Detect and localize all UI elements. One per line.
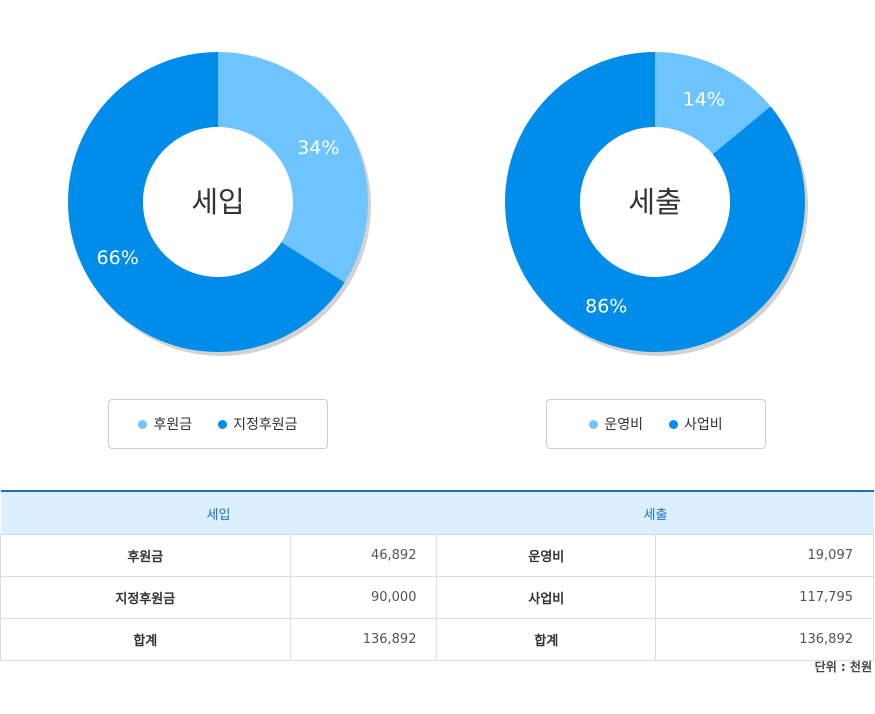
legend-label: 운영비 — [604, 417, 643, 433]
donut-svg: 34% 66% 세입 — [68, 52, 371, 356]
expense-item-label: 사업비 — [436, 576, 657, 619]
legend-swatch-light — [138, 419, 148, 429]
donut-hole — [143, 127, 293, 277]
legend-label: 사업비 — [684, 417, 723, 433]
expense-header: 세출 — [436, 490, 874, 535]
legend-item-operating-costs: 운영비 — [589, 414, 643, 434]
table-row: 합계 136,892 합계 136,892 — [0, 618, 874, 661]
donut-center-title: 세입 — [191, 185, 244, 219]
donut-center-title: 세출 — [628, 185, 681, 219]
legend-item-donations: 후원금 — [138, 414, 192, 434]
income-item-label: 지정후원금 — [0, 576, 291, 619]
expense-total-value: 136,892 — [655, 618, 874, 661]
income-total-label: 합계 — [0, 618, 291, 661]
unit-note: 단위 : 천원 — [814, 660, 872, 674]
income-donut-chart: 34% 66% 세입 — [60, 0, 380, 380]
donut-slice-dark — [68, 52, 345, 352]
donut-percent-label: 66% — [97, 247, 139, 269]
expense-item-label: 운영비 — [436, 534, 657, 577]
donut-hole — [580, 127, 730, 277]
donut-svg: 14% 86% 세출 — [505, 52, 808, 356]
income-header: 세입 — [0, 490, 437, 535]
legend-item-project-costs: 사업비 — [669, 414, 723, 434]
expense-legend: 운영비 사업비 — [546, 399, 766, 449]
legend-item-designated-donations: 지정후원금 — [218, 414, 298, 434]
expense-item-value: 19,097 — [655, 534, 874, 577]
income-item-value: 46,892 — [289, 534, 438, 577]
table-row: 후원금 46,892 운영비 19,097 — [0, 534, 874, 577]
legend-swatch-dark — [218, 419, 228, 429]
legend-label: 후원금 — [153, 417, 193, 433]
income-item-label: 후원금 — [0, 534, 291, 577]
table-row: 지정후원금 90,000 사업비 117,795 — [0, 576, 874, 619]
donut-percent-label: 34% — [297, 137, 339, 159]
expense-item-value: 117,795 — [655, 576, 874, 619]
table-header-row: 세입 세출 — [0, 490, 874, 535]
donut-percent-label: 14% — [683, 88, 725, 110]
donut-percent-label: 86% — [585, 296, 627, 318]
donut-slice-light — [655, 52, 771, 155]
expense-total-label: 합계 — [436, 618, 657, 661]
income-item-value: 90,000 — [289, 576, 438, 619]
legend-swatch-dark — [669, 419, 678, 429]
donut-slice-dark — [505, 52, 805, 352]
legend-label: 지정후원금 — [233, 417, 298, 433]
donut-slice-light — [218, 52, 369, 283]
expense-donut-chart: 14% 86% 세출 — [497, 0, 817, 380]
income-total-value: 136,892 — [289, 618, 438, 661]
income-legend: 후원금 지정후원금 — [108, 399, 328, 449]
legend-swatch-light — [589, 419, 599, 429]
budget-summary-table: 세입 세출 후원금 46,892 운영비 19,097 지정후원금 90,000… — [0, 490, 874, 661]
